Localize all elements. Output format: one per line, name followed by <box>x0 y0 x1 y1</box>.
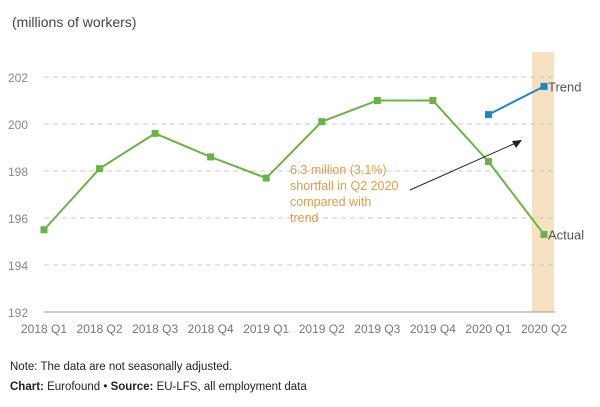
series-line-trend <box>487 85 545 116</box>
annotation-text-line: compared with <box>290 195 371 209</box>
source-label: Source: <box>110 381 154 393</box>
data-point-trend <box>484 111 492 119</box>
data-point-actual <box>540 230 548 238</box>
data-point-actual <box>207 153 215 161</box>
chart-note: Note: The data are not seasonally adjust… <box>10 361 233 373</box>
x-tick-label: 2018 Q2 <box>77 322 123 336</box>
y-tick-label: 194 <box>8 259 28 273</box>
annotation-text-line: trend <box>290 211 319 225</box>
annotation-arrow <box>409 141 519 191</box>
x-tick-label: 2020 Q1 <box>465 322 511 336</box>
series-label-trend: Trend <box>548 79 581 94</box>
y-tick-label: 202 <box>8 71 28 85</box>
data-point-actual <box>484 158 492 166</box>
data-point-actual <box>40 226 48 234</box>
annotation-arrowhead <box>512 140 522 148</box>
annotation-text-line: shortfall in Q2 2020 <box>290 179 398 193</box>
x-tick-label: 2018 Q1 <box>21 322 67 336</box>
annotation-text-line: 6.3 million (3.1%) <box>290 163 387 177</box>
line-chart: 192 194 196 198 200 202 2018 Q1 2018 Q2 2018 Q3 2… <box>8 52 584 336</box>
chart-credit-label: Chart: <box>10 381 44 393</box>
source-value: EU-LFS, all employment data <box>153 381 307 393</box>
series-line-actual <box>43 99 545 236</box>
data-point-actual <box>318 118 326 126</box>
data-point-trend <box>540 82 548 90</box>
x-tick-label: 2018 Q4 <box>188 322 234 336</box>
y-tick-label: 196 <box>8 212 28 226</box>
x-tick-label: 2019 Q3 <box>354 322 400 336</box>
x-tick-label: 2019 Q4 <box>410 322 456 336</box>
highlight-band <box>532 52 554 312</box>
x-tick-label: 2020 Q2 <box>521 322 567 336</box>
series-label-actual: Actual <box>548 227 584 242</box>
data-point-actual <box>262 174 270 182</box>
data-point-actual <box>373 97 381 104</box>
y-tick-label: 198 <box>8 165 28 179</box>
data-point-actual <box>429 97 437 104</box>
data-point-actual <box>96 165 104 173</box>
y-axis-unit-label: (millions of workers) <box>12 14 137 30</box>
x-tick-label: 2018 Q3 <box>132 322 178 336</box>
y-tick-label: 192 <box>8 306 28 320</box>
x-tick-label: 2019 Q2 <box>299 322 345 336</box>
chart-credit-value: Eurofound • <box>43 381 111 393</box>
chart-credit: Chart: Eurofound • Source: EU-LFS, all e… <box>10 381 307 393</box>
x-tick-label: 2019 Q1 <box>243 322 289 336</box>
data-point-actual <box>151 129 159 137</box>
y-tick-label: 200 <box>8 118 28 132</box>
